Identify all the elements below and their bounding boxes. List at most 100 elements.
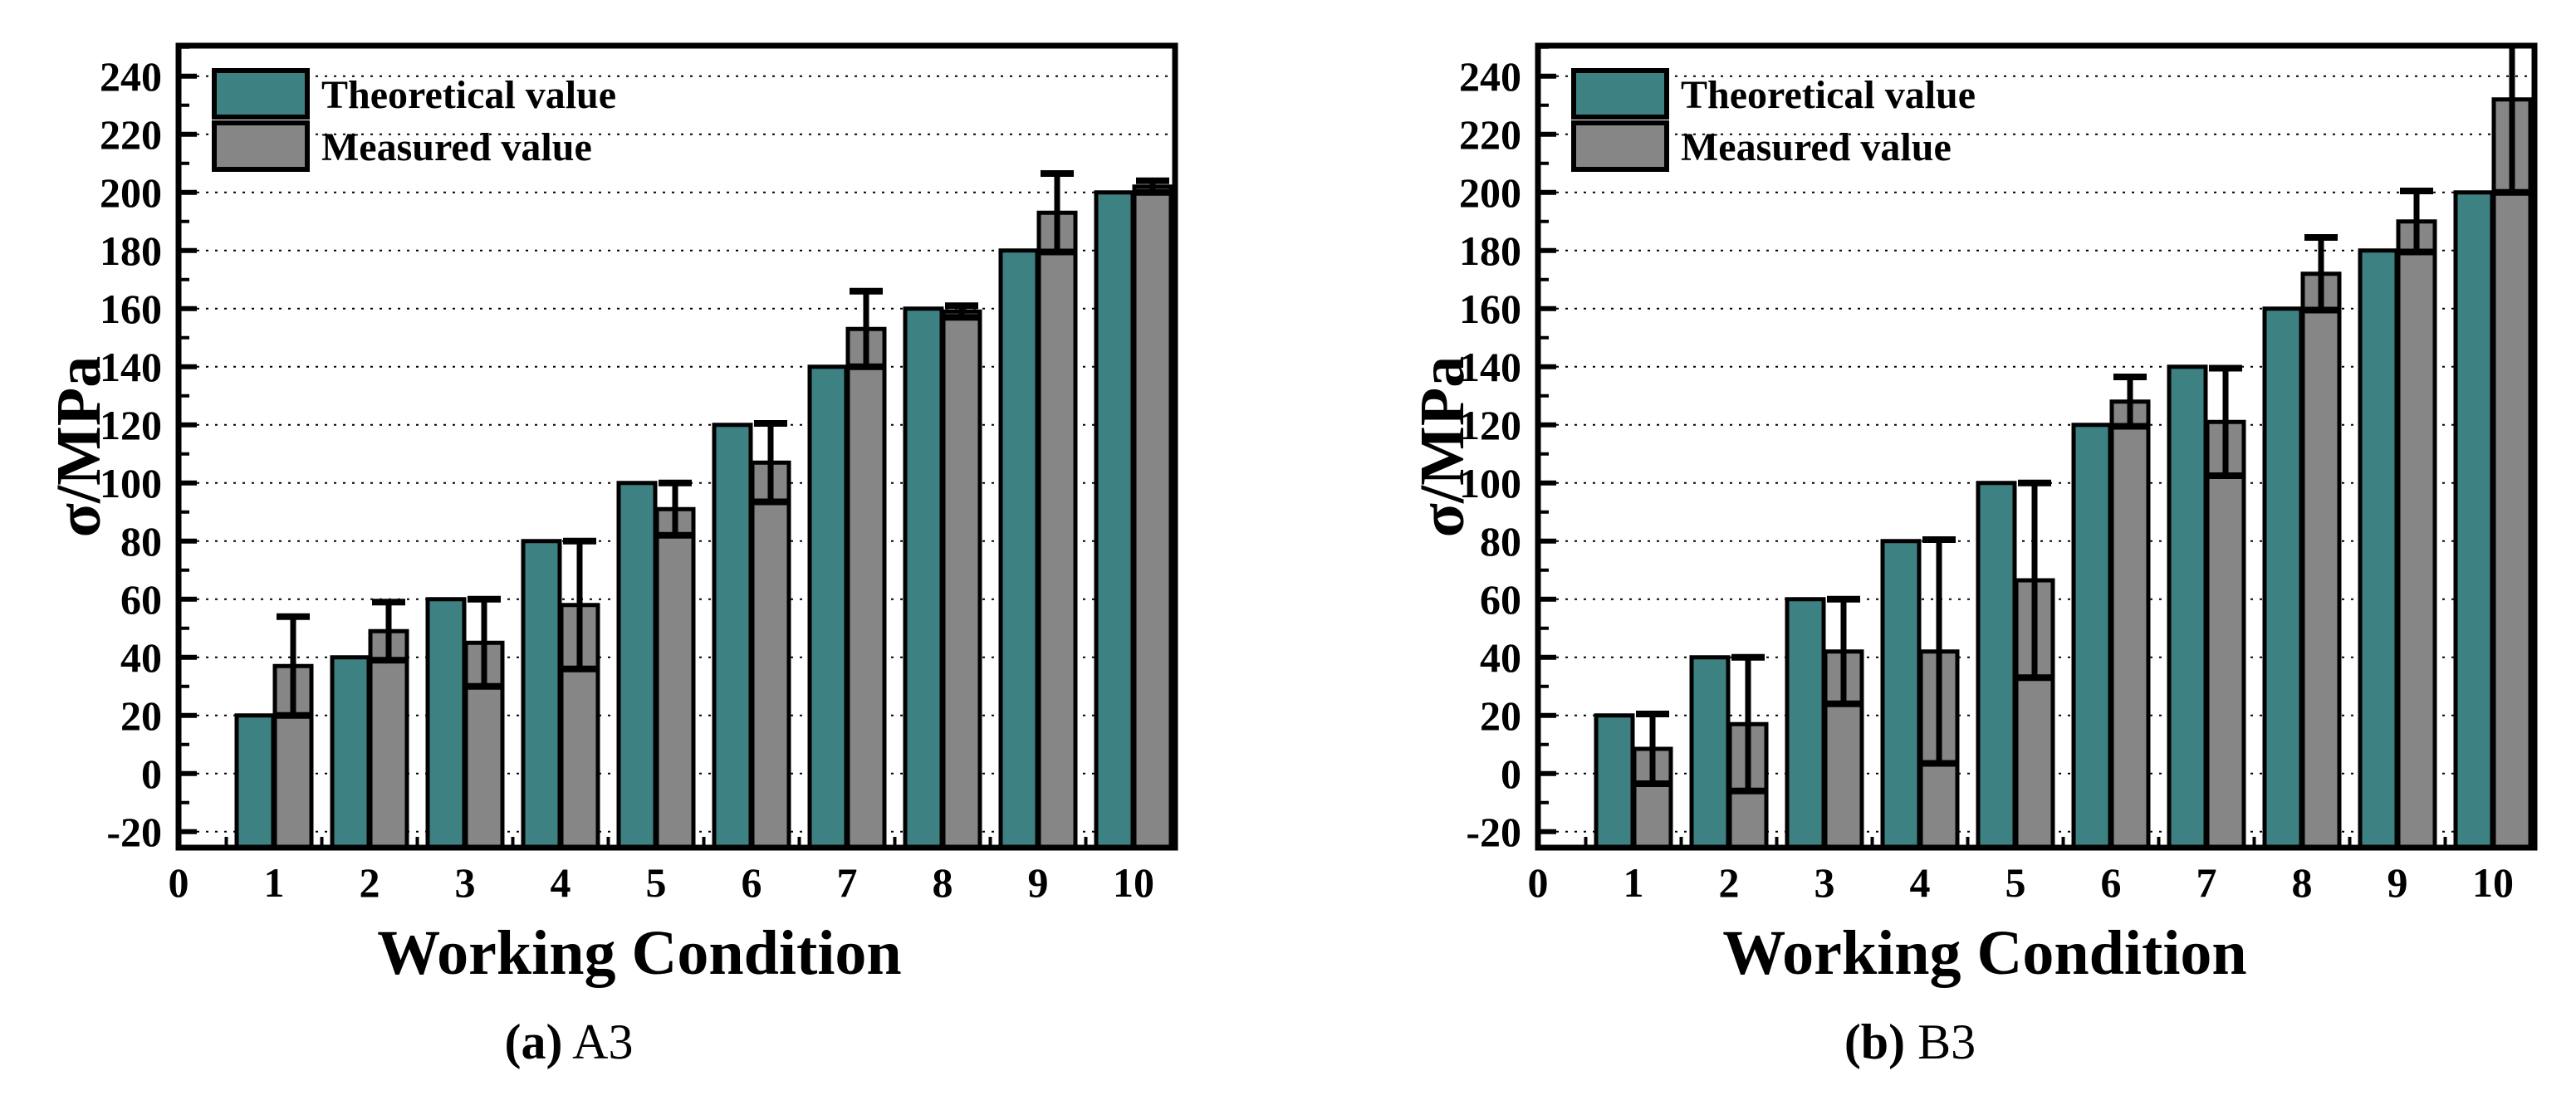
x-tick-label-3: 3 [455,859,476,906]
x-tick-label-10: 10 [1113,859,1154,906]
x-tick-label-2: 2 [360,859,380,906]
y-tick-label-100: 100 [1459,460,1521,506]
caption-b: (b) B3 [1619,1011,2201,1073]
y-tick-label-240: 240 [100,53,162,100]
legend-label-theoretical: Theoretical value [1681,73,1976,117]
legend-label-measured: Measured value [1681,125,1952,169]
bar-theoretical-c9 [2358,248,2399,850]
y-axis-title-b: σ/MPa [1408,355,1477,538]
y-tick-label-60: 60 [120,576,162,623]
y-tick-label-0: 0 [1501,751,1521,797]
bar-theoretical-c1 [234,713,276,850]
x-tick-label-1: 1 [264,859,285,906]
x-tick-label-9: 9 [2387,859,2408,906]
bar-measured-c10 [2491,97,2533,850]
y-tick-label-220: 220 [1459,111,1521,158]
x-tick-label-1: 1 [1623,859,1644,906]
bar-measured-c6 [750,460,791,850]
y-tick-label--20: -20 [106,809,162,855]
caption-a-label: A3 [572,1015,634,1069]
x-tick-label-2: 2 [1719,859,1740,906]
bar-theoretical-c7 [807,364,849,850]
y-tick-label-80: 80 [1480,518,1521,565]
bar-theoretical-c3 [1785,597,1826,850]
x-tick-label-5: 5 [646,859,667,906]
bar-measured-c5 [654,506,696,850]
legend-swatch-theoretical [1571,68,1669,120]
caption-b-marker: (b) [1844,1015,1906,1069]
bar-theoretical-c5 [1976,481,2017,850]
y-tick-label-200: 200 [100,169,162,216]
legend-label-measured: Measured value [321,125,592,169]
y-tick-label-180: 180 [100,227,162,274]
bar-measured-c6 [2109,399,2151,850]
y-tick-label-40: 40 [120,634,162,681]
x-tick-label-9: 9 [1028,859,1049,906]
bar-measured-c9 [2396,219,2437,850]
bar-theoretical-c2 [1689,655,1731,850]
bar-measured-c2 [368,628,409,850]
bar-theoretical-c9 [998,248,1040,850]
y-tick-label-120: 120 [100,402,162,448]
x-tick-label-7: 7 [837,859,858,906]
bar-measured-c10 [1132,184,1173,850]
caption-a-marker: (a) [504,1015,563,1069]
y-tick-label-160: 160 [100,286,162,332]
bar-measured-c8 [2300,271,2342,850]
legend-swatch-measured [1571,120,1669,172]
y-tick-label-220: 220 [100,111,162,158]
bar-theoretical-c7 [2167,364,2208,850]
bar-measured-c9 [1036,210,1078,850]
y-tick-label-140: 140 [100,344,162,390]
bar-measured-c7 [2205,419,2246,850]
bar-theoretical-c6 [712,423,753,850]
legend-swatch-measured [212,120,310,172]
x-tick-label-6: 6 [2101,859,2122,906]
x-axis-title-a: Working Condition [377,918,902,988]
x-tick-label-4: 4 [1910,859,1931,906]
x-tick-label-7: 7 [2196,859,2217,906]
y-tick-label-240: 240 [1459,53,1521,100]
x-tick-label-6: 6 [742,859,762,906]
bar-theoretical-c10 [2453,190,2495,850]
y-tick-label-140: 140 [1459,344,1521,390]
y-tick-label-0: 0 [141,751,162,797]
caption-b-label: B3 [1917,1015,1976,1069]
bar-theoretical-c6 [2071,423,2113,850]
x-axis-title-b: Working Condition [1722,918,2247,988]
y-tick-label-100: 100 [100,460,162,506]
bar-measured-c7 [845,326,887,850]
y-tick-label--20: -20 [1466,809,1521,855]
caption-a: (a) A3 [278,1011,859,1073]
y-tick-label-40: 40 [1480,634,1521,681]
bar-theoretical-c3 [425,597,467,850]
x-tick-label-4: 4 [551,859,571,906]
bar-theoretical-c1 [1594,713,1635,850]
y-tick-label-20: 20 [120,692,162,739]
plot-border-a [175,42,1178,851]
y-tick-label-200: 200 [1459,169,1521,216]
x-tick-label-5: 5 [2005,859,2026,906]
x-tick-label-3: 3 [1814,859,1835,906]
x-tick-label-10: 10 [2472,859,2514,906]
y-tick-label-120: 120 [1459,402,1521,448]
bar-theoretical-c4 [521,539,562,850]
y-tick-label-20: 20 [1480,692,1521,739]
legend-label-theoretical: Theoretical value [321,73,616,117]
x-tick-label-8: 8 [933,859,953,906]
y-tick-label-80: 80 [120,518,162,565]
bar-measured-c8 [941,309,982,850]
bar-theoretical-c8 [903,306,944,850]
bar-theoretical-c5 [616,481,658,850]
x-tick-label-8: 8 [2292,859,2313,906]
plot-border-b [1535,42,2538,851]
y-tick-label-160: 160 [1459,286,1521,332]
y-tick-label-60: 60 [1480,576,1521,623]
legend-swatch-theoretical [212,68,310,120]
x-tick-label-0: 0 [169,859,189,906]
bar-theoretical-c2 [330,655,371,850]
bar-theoretical-c10 [1094,190,1135,850]
y-axis-title-a: σ/MPa [44,355,114,538]
